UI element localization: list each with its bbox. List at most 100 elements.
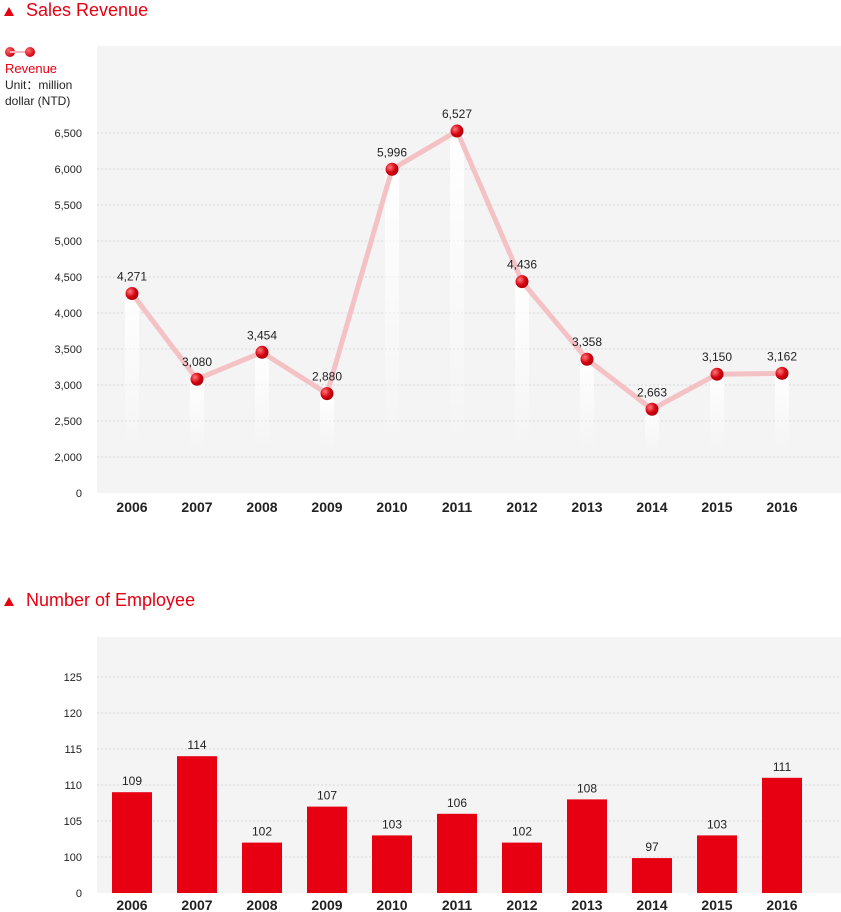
data-label: 3,162 [767,349,797,363]
x-tick-label: 2012 [506,499,537,515]
revenue-point [125,286,139,300]
x-tick-label: 2009 [311,897,342,912]
x-tick-label: 2016 [766,499,797,515]
data-label: 109 [122,774,142,788]
y-tick-label: 120 [64,708,82,720]
x-tick-label: 2010 [376,897,407,912]
data-label: 103 [382,817,402,831]
employee-bar [112,792,152,893]
x-tick-label: 2008 [246,499,277,515]
data-label: 6,527 [442,107,472,121]
triangle-icon [4,6,14,16]
x-tick-label: 2015 [701,499,732,515]
y-tick-label: 6,500 [54,128,82,140]
y-tick-label: 2,000 [54,452,82,464]
y-tick-label: 125 [64,672,82,684]
employee-bar [372,835,412,893]
revenue-point [450,124,464,138]
data-label: 97 [645,840,659,854]
x-tick-label: 2012 [506,897,537,912]
data-label: 111 [773,760,792,774]
x-tick-label: 2009 [311,499,342,515]
data-label: 5,996 [377,145,407,159]
x-tick-label: 2014 [636,499,667,515]
data-glow [190,379,204,450]
x-tick-label: 2013 [571,897,602,912]
data-glow [385,169,399,450]
employee-bar [567,799,607,893]
data-label: 114 [187,738,206,752]
data-glow [255,352,269,450]
employee-bar [697,835,737,893]
data-label: 102 [252,825,272,839]
data-glow [710,374,724,450]
y-tick-label: 3,500 [54,344,82,356]
revenue-section-title: Sales Revenue [4,0,148,21]
data-label: 103 [707,817,727,831]
data-label: 4,436 [507,258,537,272]
data-label: 2,880 [312,370,342,384]
y-tick-label: 100 [64,852,82,864]
data-label: 102 [512,825,532,839]
data-label: 107 [317,789,337,803]
employee-bar [762,777,802,893]
y-tick-label: 5,500 [54,200,82,212]
unit-label-line2: dollar (NTD) [5,94,71,108]
revenue-point [190,372,204,386]
data-label: 3,358 [572,335,602,349]
employee-bar [177,756,217,893]
y-tick-label: 4,500 [54,272,82,284]
y-tick-label: 2,500 [54,416,82,428]
data-label: 3,150 [702,350,732,364]
revenue-point [775,366,789,380]
data-label: 108 [577,781,597,795]
x-tick-label: 2013 [571,499,602,515]
revenue-line-chart: 0 2,000 2,500 3,000 3,500 4,000 4,500 5,000 5,50… [54,46,841,515]
legend-series-label: Revenue [5,61,58,76]
revenue-point [255,345,269,359]
x-tick-label: 2014 [636,897,667,912]
line-marker-icon [5,46,37,58]
x-tick-label: 2007 [181,897,212,912]
employee-bar [502,842,542,893]
revenue-legend: Revenue Unit：million dollar (NTD) [5,46,72,109]
revenue-title-text: Sales Revenue [26,0,149,20]
y-tick-label: 115 [64,744,82,756]
data-glow [580,359,594,450]
employee-bar [437,813,477,893]
x-tick-label: 2007 [181,499,212,515]
data-label: 3,454 [247,328,277,342]
revenue-point [710,367,724,381]
triangle-icon [4,596,14,606]
x-tick-label: 2006 [116,897,147,912]
x-tick-label: 2010 [376,499,407,515]
y-tick-label: 105 [64,816,82,828]
y-tick-label: 0 [76,888,82,900]
employee-section-title: Number of Employee [4,590,195,611]
y-tick-label: 4,000 [54,308,82,320]
x-tick-label: 2011 [442,499,473,515]
x-tick-label: 2016 [766,897,797,912]
revenue-point [580,352,594,366]
data-label: 3,080 [182,355,212,369]
revenue-point [515,275,529,289]
revenue-point [320,387,334,401]
x-tick-label: 2011 [442,897,473,912]
x-tick-label: 2008 [246,897,277,912]
revenue-point [645,402,659,416]
data-label: 2,663 [637,385,667,399]
unit-label-line1: Unit：million [5,78,73,92]
employee-title-text: Number of Employee [26,590,196,610]
data-label: 4,271 [117,269,147,283]
data-glow [645,409,659,450]
y-tick-label: 110 [64,780,82,792]
data-glow [125,293,139,450]
revenue-point [385,162,399,176]
data-glow [450,131,464,450]
y-tick-label: 3,000 [54,380,82,392]
data-glow [320,393,334,450]
data-label: 106 [447,796,467,810]
employee-bar [242,842,282,893]
employee-bar [632,858,672,893]
